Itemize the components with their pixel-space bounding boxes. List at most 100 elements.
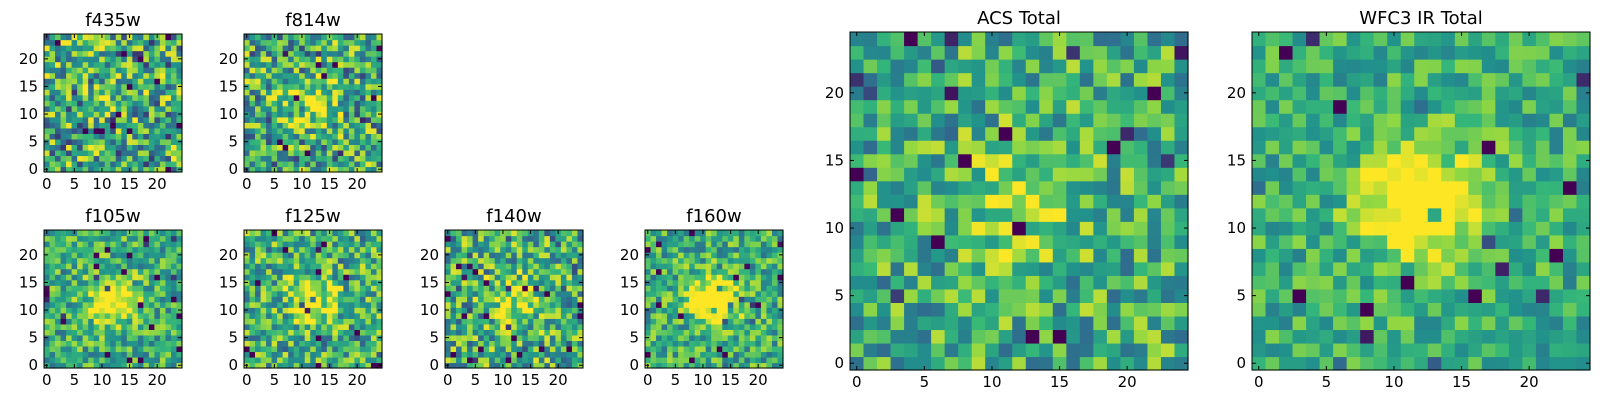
heatmap-cell bbox=[343, 78, 350, 85]
heatmap-cell bbox=[958, 180, 973, 195]
heatmap-cell bbox=[711, 257, 718, 264]
heatmap-cell bbox=[1093, 126, 1108, 141]
heatmap-cell bbox=[271, 246, 278, 253]
x-tick-label: 15 bbox=[721, 371, 740, 389]
heatmap-cell bbox=[577, 290, 584, 297]
heatmap-cell bbox=[1373, 207, 1388, 222]
heatmap-cell bbox=[288, 45, 295, 52]
heatmap-cell bbox=[766, 296, 773, 303]
heatmap-cell bbox=[359, 334, 367, 341]
heatmap-cell bbox=[1360, 221, 1375, 236]
heatmap-cell bbox=[760, 340, 768, 347]
heatmap-cell bbox=[461, 356, 468, 364]
heatmap-cell bbox=[766, 241, 773, 248]
heatmap-cell bbox=[71, 105, 78, 112]
heatmap-cell bbox=[1160, 248, 1176, 263]
heatmap-cell bbox=[877, 153, 892, 168]
heatmap-cell bbox=[1319, 234, 1334, 249]
heatmap-cell bbox=[255, 50, 262, 57]
heatmap-cell bbox=[667, 318, 674, 325]
heatmap-cell bbox=[60, 351, 67, 358]
heatmap-cell bbox=[60, 318, 67, 325]
heatmap-cell bbox=[1066, 342, 1081, 358]
heatmap-cell bbox=[288, 329, 295, 336]
heatmap-cell bbox=[850, 194, 865, 209]
heatmap-cell bbox=[494, 340, 501, 347]
heatmap-cell bbox=[749, 279, 756, 286]
heatmap-cell bbox=[1346, 288, 1361, 303]
heatmap-cell bbox=[176, 100, 183, 107]
heatmap-cell bbox=[359, 323, 367, 330]
heatmap-cell bbox=[744, 340, 751, 347]
heatmap-cell bbox=[132, 133, 139, 140]
heatmap-cell bbox=[66, 356, 73, 364]
heatmap-cell bbox=[44, 149, 51, 157]
heatmap-cell bbox=[727, 323, 734, 330]
heatmap-cell bbox=[77, 362, 84, 369]
heatmap-cell bbox=[271, 83, 278, 90]
heatmap-cell bbox=[88, 356, 95, 364]
heatmap-cell bbox=[315, 39, 322, 46]
heatmap-cell bbox=[337, 39, 344, 46]
heatmap-cell bbox=[904, 180, 919, 195]
heatmap-cell bbox=[461, 345, 468, 353]
heatmap-cell bbox=[77, 334, 84, 341]
heatmap-cell bbox=[472, 312, 479, 319]
heatmap-cell bbox=[917, 59, 932, 74]
heatmap-cell bbox=[93, 334, 100, 341]
heatmap-cell bbox=[176, 133, 183, 140]
heatmap-cell bbox=[877, 45, 892, 60]
heatmap-cell bbox=[1012, 140, 1027, 155]
heatmap-cell bbox=[304, 61, 311, 68]
heatmap-cell bbox=[985, 167, 1000, 182]
heatmap-cell bbox=[1106, 126, 1121, 141]
heatmap-cell bbox=[288, 312, 295, 319]
heatmap-cell bbox=[277, 138, 284, 145]
heatmap-cell bbox=[255, 246, 262, 253]
heatmap-cell bbox=[483, 246, 490, 253]
heatmap-cell bbox=[467, 263, 474, 270]
heatmap-cell bbox=[771, 274, 779, 281]
heatmap-cell bbox=[472, 307, 479, 314]
heatmap-cell bbox=[683, 285, 690, 292]
heatmap-cell bbox=[299, 122, 306, 129]
heatmap-cell bbox=[760, 235, 768, 242]
heatmap-cell bbox=[863, 194, 878, 209]
heatmap-cell bbox=[165, 318, 172, 325]
heatmap-cell bbox=[549, 318, 556, 325]
heatmap-cell bbox=[683, 290, 690, 297]
heatmap-cell bbox=[890, 315, 905, 331]
heatmap-cell bbox=[944, 342, 959, 358]
heatmap-cell bbox=[1549, 315, 1564, 331]
heatmap-cell bbox=[716, 263, 723, 270]
heatmap-cell bbox=[777, 351, 784, 358]
heatmap-cell bbox=[733, 230, 740, 237]
heatmap-cell bbox=[1160, 167, 1176, 182]
heatmap-cell bbox=[244, 296, 251, 303]
heatmap-cell bbox=[467, 268, 474, 275]
axes-frame bbox=[849, 31, 1189, 371]
heatmap-cell bbox=[1468, 248, 1483, 263]
heatmap-cell bbox=[104, 312, 111, 319]
heatmap-cell bbox=[60, 56, 67, 63]
panel-title: f160w bbox=[686, 206, 741, 227]
heatmap-cell bbox=[1400, 342, 1415, 358]
heatmap-cell bbox=[931, 302, 946, 317]
heatmap-cell bbox=[711, 246, 718, 253]
heatmap-cell bbox=[716, 307, 723, 314]
heatmap-cell bbox=[777, 230, 784, 237]
heatmap-cell bbox=[1508, 329, 1523, 344]
heatmap-cell bbox=[165, 285, 172, 292]
heatmap-cell bbox=[1079, 248, 1094, 263]
heatmap-cell bbox=[49, 100, 56, 107]
heatmap-cell bbox=[711, 274, 718, 281]
heatmap-cell bbox=[738, 345, 745, 353]
heatmap-cell bbox=[877, 329, 892, 344]
heatmap-cell bbox=[44, 39, 51, 46]
heatmap-cell bbox=[55, 94, 62, 101]
heatmap-cell bbox=[1549, 180, 1564, 195]
heatmap-cell bbox=[904, 302, 919, 317]
heatmap-cell bbox=[77, 252, 84, 259]
heatmap-cell bbox=[689, 356, 696, 364]
heatmap-cell bbox=[1160, 275, 1176, 290]
